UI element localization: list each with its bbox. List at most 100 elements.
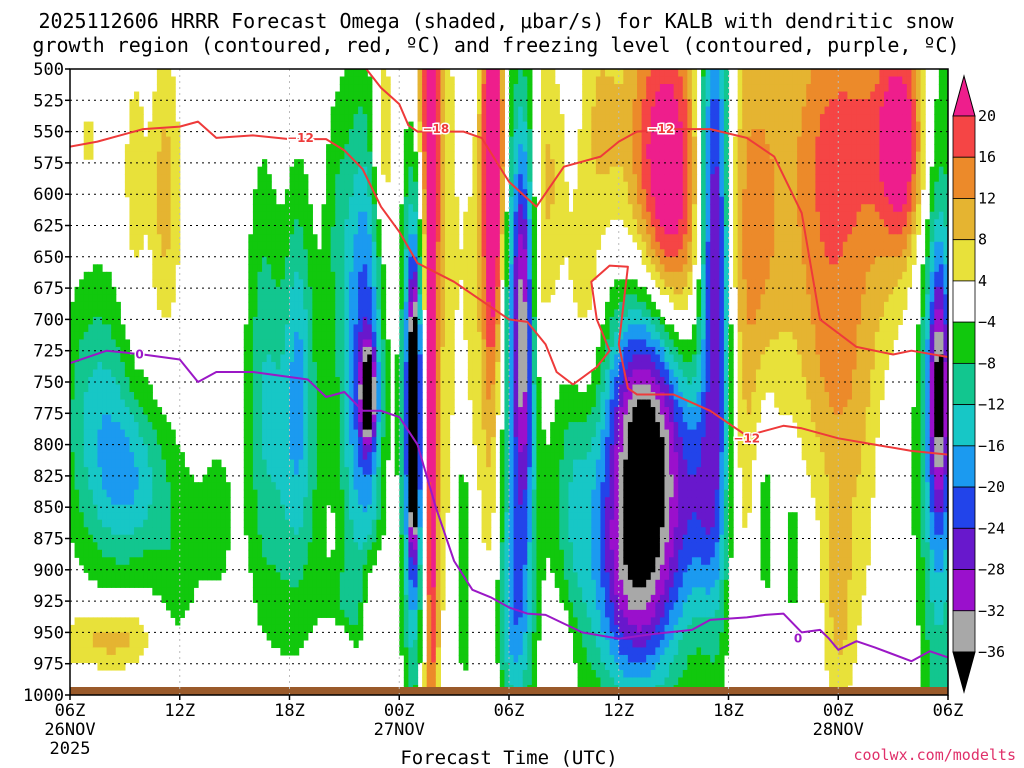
omega-cell xyxy=(399,647,405,656)
omega-cell xyxy=(188,512,195,521)
omega-cell xyxy=(330,294,336,303)
omega-cell xyxy=(499,549,506,558)
omega-cell xyxy=(92,376,99,386)
omega-cell xyxy=(509,211,515,220)
omega-cell xyxy=(326,429,332,438)
omega-cell xyxy=(513,647,519,656)
omega-cell xyxy=(170,226,176,235)
omega-cell xyxy=(403,647,409,656)
omega-cell xyxy=(115,542,121,551)
omega-cell xyxy=(348,166,355,175)
omega-cell xyxy=(252,226,259,235)
omega-cell xyxy=(431,174,437,183)
omega-cell xyxy=(138,114,144,123)
omega-cell xyxy=(408,542,414,551)
omega-cell xyxy=(344,624,350,633)
omega-cell xyxy=(339,414,345,423)
omega-cell xyxy=(463,579,469,588)
omega-cell xyxy=(294,181,300,190)
omega-cell xyxy=(161,587,167,596)
omega-cell xyxy=(74,407,80,416)
omega-cell xyxy=(202,474,208,483)
omega-cell xyxy=(207,527,213,536)
omega-cell xyxy=(335,301,341,310)
omega-cell xyxy=(143,512,149,521)
omega-cell xyxy=(115,339,121,348)
omega-cell xyxy=(298,587,304,596)
omega-cell xyxy=(184,534,190,543)
omega-cell xyxy=(344,354,350,363)
omega-cell xyxy=(499,234,506,243)
omega-cell xyxy=(79,339,85,348)
omega-cell xyxy=(115,422,121,431)
omega-cell xyxy=(271,256,277,265)
omega-cell xyxy=(408,677,414,686)
omega-cell xyxy=(486,121,492,130)
omega-cell xyxy=(435,369,441,378)
omega-cell xyxy=(321,497,327,506)
omega-cell xyxy=(152,452,158,461)
omega-cell xyxy=(476,249,483,258)
omega-cell xyxy=(435,264,441,273)
omega-cell xyxy=(275,271,281,280)
omega-cell xyxy=(70,369,76,378)
omega-cell xyxy=(161,414,167,423)
omega-cell xyxy=(289,557,295,566)
omega-cell xyxy=(431,579,437,588)
omega-cell xyxy=(243,331,249,341)
omega-cell xyxy=(399,497,405,506)
omega-cell xyxy=(280,534,286,543)
omega-cell xyxy=(262,234,268,243)
omega-cell xyxy=(298,324,304,333)
omega-cell xyxy=(88,121,94,130)
omega-cell xyxy=(138,241,144,250)
omega-cell xyxy=(440,331,446,341)
omega-cell xyxy=(431,114,437,123)
omega-cell xyxy=(486,219,492,228)
omega-cell xyxy=(408,324,414,333)
omega-cell xyxy=(252,204,259,213)
omega-cell xyxy=(463,241,469,250)
omega-cell xyxy=(440,256,446,265)
omega-cell xyxy=(124,422,131,431)
omega-cell xyxy=(408,527,414,536)
omega-cell xyxy=(522,301,528,310)
omega-cell xyxy=(330,497,336,506)
omega-cell xyxy=(161,106,167,115)
omega-cell xyxy=(312,279,318,288)
omega-cell xyxy=(248,392,254,401)
omega-cell xyxy=(412,174,419,183)
omega-cell xyxy=(70,414,76,423)
omega-cell xyxy=(275,459,281,468)
omega-cell xyxy=(431,534,437,543)
omega-cell xyxy=(426,354,432,363)
omega-cell xyxy=(412,324,419,333)
omega-cell xyxy=(440,512,446,521)
omega-cell xyxy=(83,489,89,498)
omega-cell xyxy=(166,444,172,453)
omega-cell xyxy=(417,654,423,664)
omega-cell xyxy=(170,294,176,303)
omega-cell xyxy=(83,309,89,318)
omega-cell xyxy=(124,489,131,498)
omega-cell xyxy=(344,564,350,573)
omega-cell xyxy=(271,241,277,250)
omega-cell xyxy=(166,151,172,160)
omega-cell xyxy=(312,504,318,513)
omega-cell xyxy=(170,452,176,461)
omega-cell xyxy=(490,316,496,326)
omega-cell xyxy=(321,331,327,341)
omega-cell xyxy=(79,459,85,468)
omega-cell xyxy=(495,219,501,228)
omega-cell xyxy=(435,166,441,175)
omega-cell xyxy=(348,542,355,551)
omega-cell xyxy=(312,519,318,528)
omega-cell xyxy=(120,384,126,393)
omega-cell xyxy=(385,174,391,183)
omega-cell xyxy=(202,489,208,498)
omega-cell xyxy=(216,527,222,536)
omega-cell xyxy=(518,549,524,558)
omega-cell xyxy=(449,166,455,175)
omega-cell xyxy=(412,527,419,536)
omega-cell xyxy=(513,579,519,588)
